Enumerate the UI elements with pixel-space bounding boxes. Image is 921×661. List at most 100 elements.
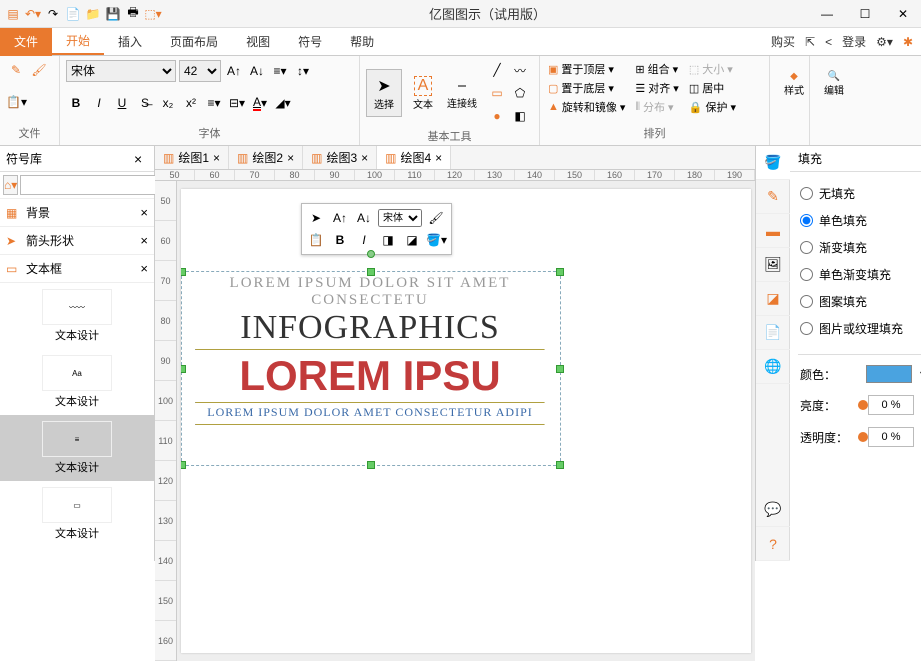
opacity-slider[interactable] bbox=[858, 436, 860, 439]
ft-bold-icon[interactable]: B bbox=[330, 230, 350, 250]
ft-brush-icon[interactable]: 🖌 bbox=[426, 208, 446, 228]
text-line2[interactable]: INFOGRAPHICS bbox=[185, 309, 555, 347]
cat-textbox[interactable]: ▭文本框× bbox=[0, 255, 154, 283]
text-line1[interactable]: LOREM IPSUM DOLOR SIT AMET CONSECTETU bbox=[185, 275, 555, 309]
ft-fill-icon[interactable]: 🪣▾ bbox=[426, 230, 447, 250]
ft-fg-icon[interactable]: ◨ bbox=[378, 230, 398, 250]
menu-layout[interactable]: 页面布局 bbox=[156, 29, 232, 54]
select-tool[interactable]: ➤选择 bbox=[366, 69, 402, 117]
decrease-font-icon[interactable]: A↓ bbox=[247, 61, 267, 81]
rotate-handle[interactable] bbox=[367, 250, 375, 258]
underline-icon[interactable]: U bbox=[112, 93, 132, 113]
line-tab-icon[interactable]: ✎ bbox=[756, 180, 790, 214]
minimize-icon[interactable]: — bbox=[813, 4, 841, 24]
menu-insert[interactable]: 插入 bbox=[104, 29, 156, 54]
doc-tab[interactable]: ▥绘图3× bbox=[303, 146, 377, 169]
buy-link[interactable]: 购买 bbox=[771, 33, 795, 50]
align-btn[interactable]: ☰对齐▾ bbox=[633, 79, 680, 97]
undo-icon[interactable]: ↶▾ bbox=[24, 5, 42, 23]
tab-close-icon[interactable]: × bbox=[213, 151, 220, 165]
doc-tab[interactable]: ▥绘图1× bbox=[155, 146, 229, 169]
text-line4[interactable]: LOREM IPSUM DOLOR AMET CONSECTETUR ADIPI bbox=[185, 405, 555, 420]
more-shapes-icon[interactable]: ◧ bbox=[510, 106, 530, 126]
save-icon[interactable]: 💾 bbox=[104, 5, 122, 23]
clipboard-icon[interactable]: 📋▾ bbox=[6, 92, 27, 112]
brightness-input[interactable] bbox=[868, 395, 914, 415]
strike-icon[interactable]: S̶ bbox=[135, 93, 155, 113]
cat-arrows[interactable]: ➤箭头形状× bbox=[0, 227, 154, 255]
circle-tool-icon[interactable]: ● bbox=[487, 106, 507, 126]
paint-icon[interactable]: 🖌 bbox=[29, 60, 49, 80]
cat-background[interactable]: ▦背景× bbox=[0, 199, 154, 227]
menu-view[interactable]: 视图 bbox=[232, 29, 284, 54]
tab-close-icon[interactable]: × bbox=[361, 151, 368, 165]
italic-icon[interactable]: I bbox=[89, 93, 109, 113]
spacing-icon[interactable]: ↕▾ bbox=[293, 61, 313, 81]
menu-symbol[interactable]: 符号 bbox=[284, 29, 336, 54]
increase-font-icon[interactable]: A↑ bbox=[224, 61, 244, 81]
bold-icon[interactable]: B bbox=[66, 93, 86, 113]
send-back[interactable]: ▢置于底层▾ bbox=[546, 79, 627, 97]
fill-option[interactable]: 图案填充 bbox=[800, 288, 921, 315]
symbol-close-icon[interactable]: × bbox=[134, 151, 148, 167]
text-tool[interactable]: A文本 bbox=[405, 69, 441, 117]
print-icon[interactable]: 🖶 bbox=[124, 5, 142, 23]
font-size-select[interactable]: 42 bbox=[179, 60, 221, 82]
canvas[interactable]: ➤ A↑ A↓ 宋体 🖌 📋 B I ◨ ◪ 🪣▾ bbox=[181, 189, 751, 653]
doc-tab[interactable]: ▥绘图4× bbox=[377, 146, 451, 169]
new-icon[interactable]: 📄 bbox=[64, 5, 82, 23]
list-icon[interactable]: ≡▾ bbox=[270, 61, 290, 81]
highlight-icon[interactable]: ◢▾ bbox=[273, 93, 293, 113]
symbol-item[interactable]: 〰〰文本设计 bbox=[0, 283, 154, 349]
comment-tab-icon[interactable]: 💬 bbox=[756, 493, 790, 527]
image-tab-icon[interactable]: 🖼 bbox=[756, 248, 790, 282]
tab-close-icon[interactable]: × bbox=[435, 151, 442, 165]
brush-icon[interactable]: ✎ bbox=[6, 60, 26, 80]
protect-btn[interactable]: 🔒保护▾ bbox=[687, 98, 738, 116]
rotate-mirror[interactable]: ▲旋转和镜像▾ bbox=[546, 98, 627, 116]
web-tab-icon[interactable]: 🌐 bbox=[756, 350, 790, 384]
halign-icon[interactable]: ≡▾ bbox=[204, 93, 224, 113]
fill-option[interactable]: 单色渐变填充 bbox=[800, 261, 921, 288]
shape-tab-icon[interactable]: ▬ bbox=[756, 214, 790, 248]
share-icon[interactable]: < bbox=[825, 35, 832, 49]
symbol-item[interactable]: Aa文本设计 bbox=[0, 349, 154, 415]
menu-start[interactable]: 开始 bbox=[52, 28, 104, 55]
ft-select-icon[interactable]: ➤ bbox=[306, 208, 326, 228]
ft-font-select[interactable]: 宋体 bbox=[378, 209, 422, 227]
size-btn[interactable]: ⬚大小▾ bbox=[687, 60, 738, 78]
file-menu[interactable]: 文件 bbox=[0, 28, 52, 56]
shadow-tab-icon[interactable]: ◪ bbox=[756, 282, 790, 316]
symbol-home-icon[interactable]: ⌂▾ bbox=[3, 175, 18, 195]
sup-icon[interactable]: x² bbox=[181, 93, 201, 113]
connector-tool[interactable]: ⎯连接线 bbox=[444, 69, 480, 117]
close-icon[interactable]: ✕ bbox=[889, 4, 917, 24]
font-color-icon[interactable]: A▾ bbox=[250, 93, 270, 113]
open-icon[interactable]: 📁 bbox=[84, 5, 102, 23]
opacity-input[interactable] bbox=[868, 427, 914, 447]
edit-button[interactable]: 🔍编辑 bbox=[816, 60, 852, 108]
fill-option[interactable]: 单色填充 bbox=[800, 207, 921, 234]
text-line3[interactable]: LOREM IPSU bbox=[185, 352, 555, 400]
symbol-search-input[interactable] bbox=[20, 175, 164, 195]
sub-icon[interactable]: x₂ bbox=[158, 93, 178, 113]
fill-option[interactable]: 无填充 bbox=[800, 180, 921, 207]
ft-bg-icon[interactable]: ◪ bbox=[402, 230, 422, 250]
color-swatch[interactable] bbox=[866, 365, 912, 383]
maximize-icon[interactable]: ☐ bbox=[851, 4, 879, 24]
help-tab-icon[interactable]: ? bbox=[756, 527, 790, 561]
bring-front[interactable]: ▣置于顶层▾ bbox=[546, 60, 627, 78]
center-btn[interactable]: ◫居中 bbox=[687, 79, 738, 97]
redo-icon[interactable]: ↷ bbox=[44, 5, 62, 23]
symbol-item[interactable]: ▭文本设计 bbox=[0, 481, 154, 547]
font-family-select[interactable]: 宋体 bbox=[66, 60, 176, 82]
fill-option[interactable]: 渐变填充 bbox=[800, 234, 921, 261]
menu-help[interactable]: 帮助 bbox=[336, 29, 388, 54]
valign-icon[interactable]: ⊟▾ bbox=[227, 93, 247, 113]
login-link[interactable]: 登录 bbox=[842, 33, 866, 50]
page-tab-icon[interactable]: 📄 bbox=[756, 316, 790, 350]
brightness-slider[interactable] bbox=[858, 404, 860, 407]
style-button[interactable]: ◆样式 bbox=[776, 60, 812, 108]
polygon-tool-icon[interactable]: ⬠ bbox=[510, 83, 530, 103]
export-icon[interactable]: ⇱ bbox=[805, 35, 815, 49]
